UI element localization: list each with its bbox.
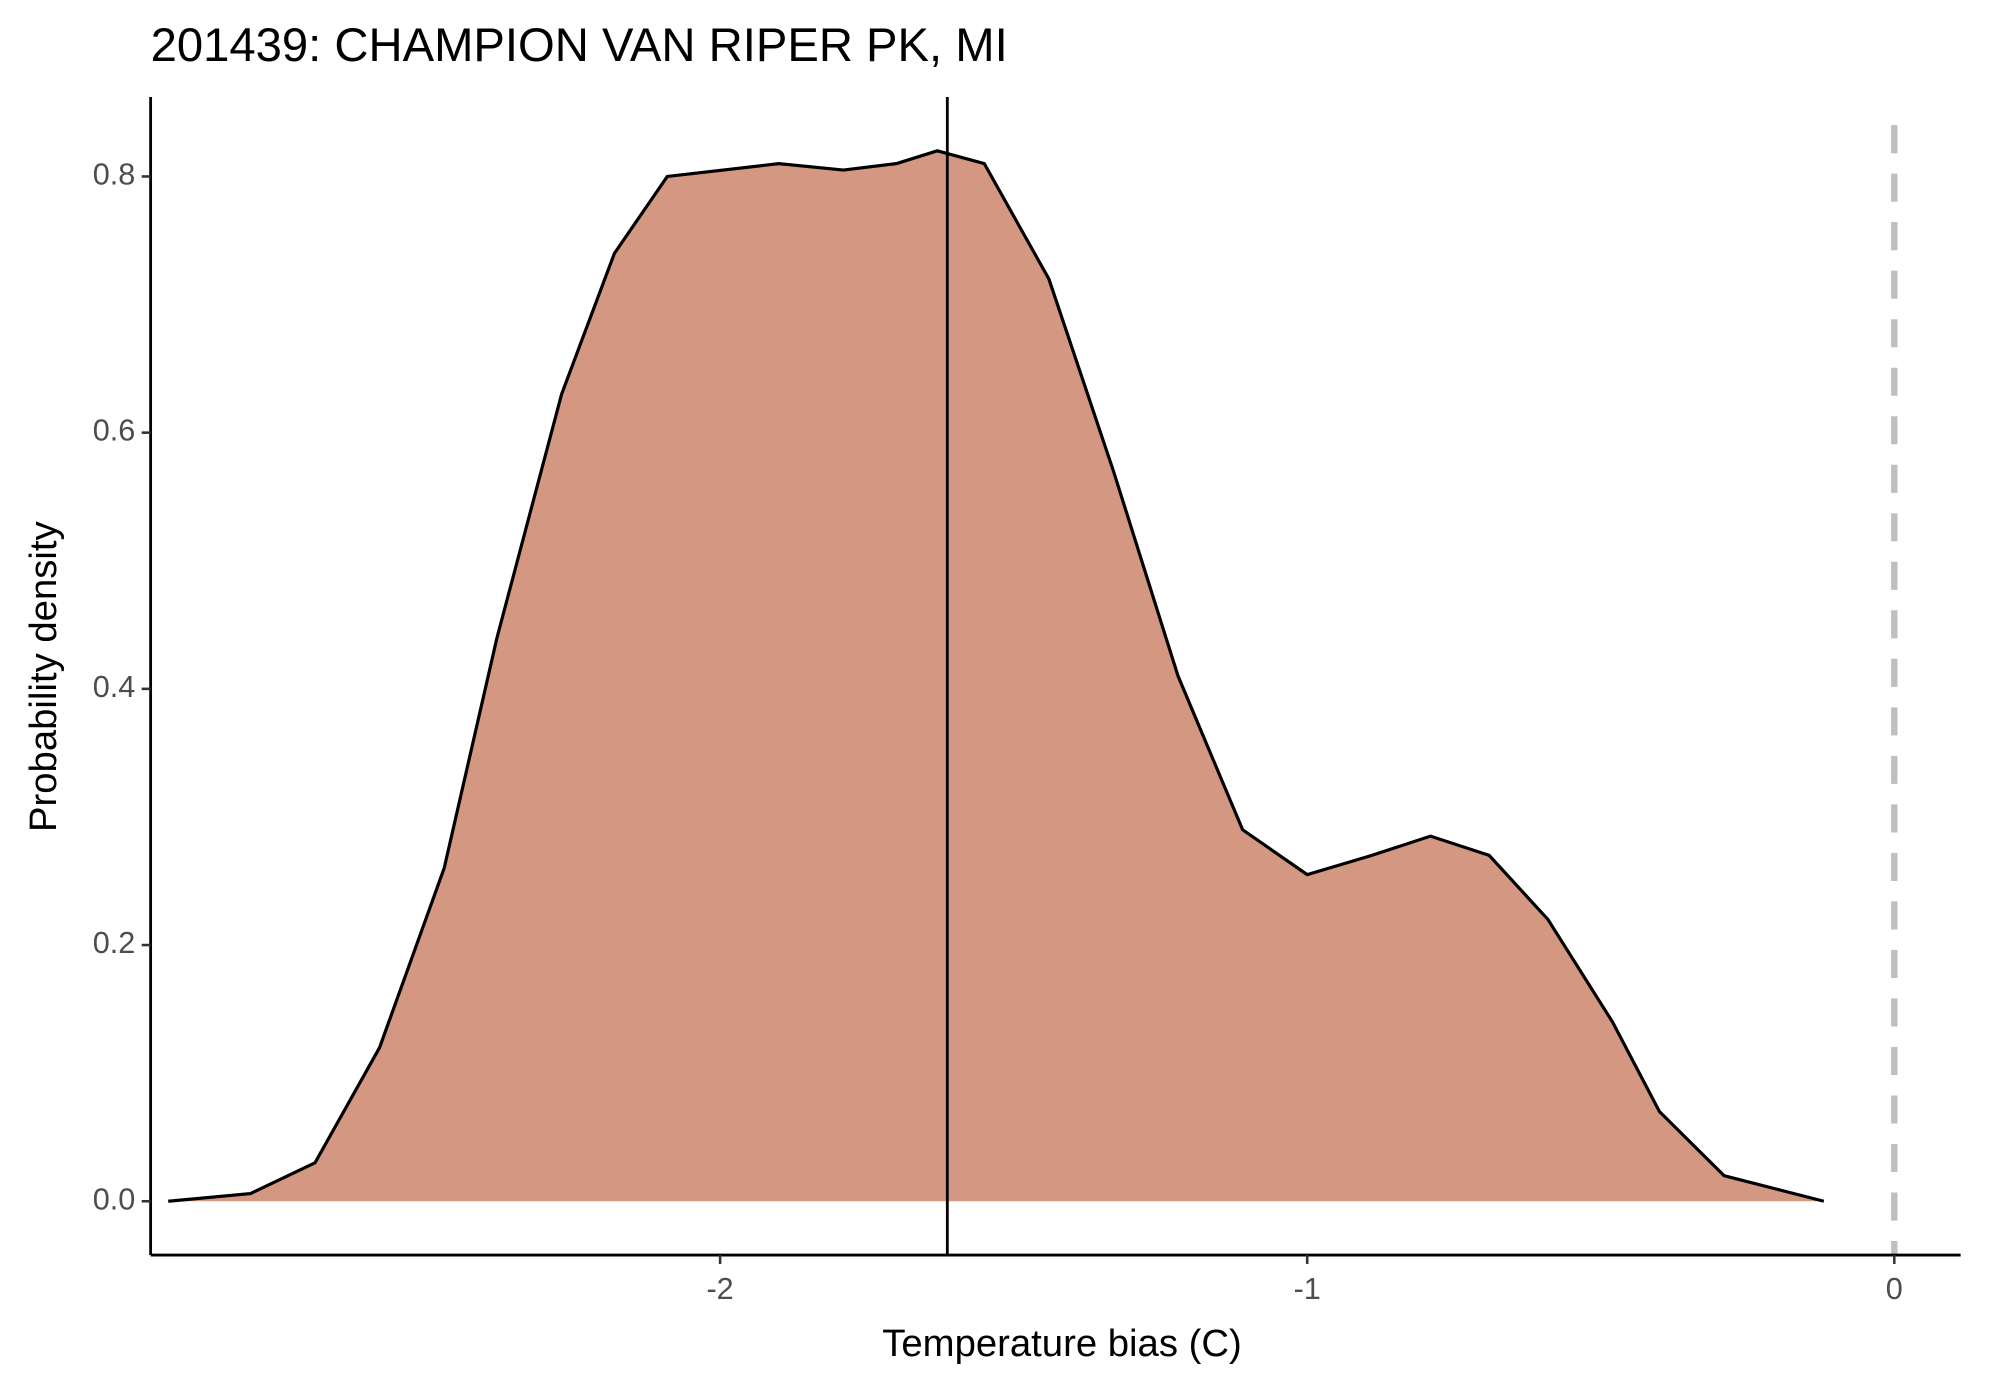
density-line [168, 149, 1825, 1203]
y-tick-label: 0.4 [93, 670, 136, 704]
density-area [168, 150, 1824, 1202]
x-tick-label: -1 [1294, 1272, 1321, 1306]
y-axis-label: Probability density [22, 520, 65, 832]
y-tick-label: 0.6 [93, 414, 136, 448]
y-tick-label: 0.8 [93, 158, 136, 192]
chart-title: 201439: CHAMPION VAN RIPER PK, MI [151, 19, 1008, 72]
y-tick-label: 0.2 [93, 926, 136, 960]
x-tick-label: 0 [1886, 1272, 1903, 1306]
y-tick-label: 0.0 [93, 1182, 136, 1216]
x-axis-label: Temperature bias (C) [882, 1322, 1242, 1365]
x-tick-label: -2 [706, 1272, 733, 1306]
